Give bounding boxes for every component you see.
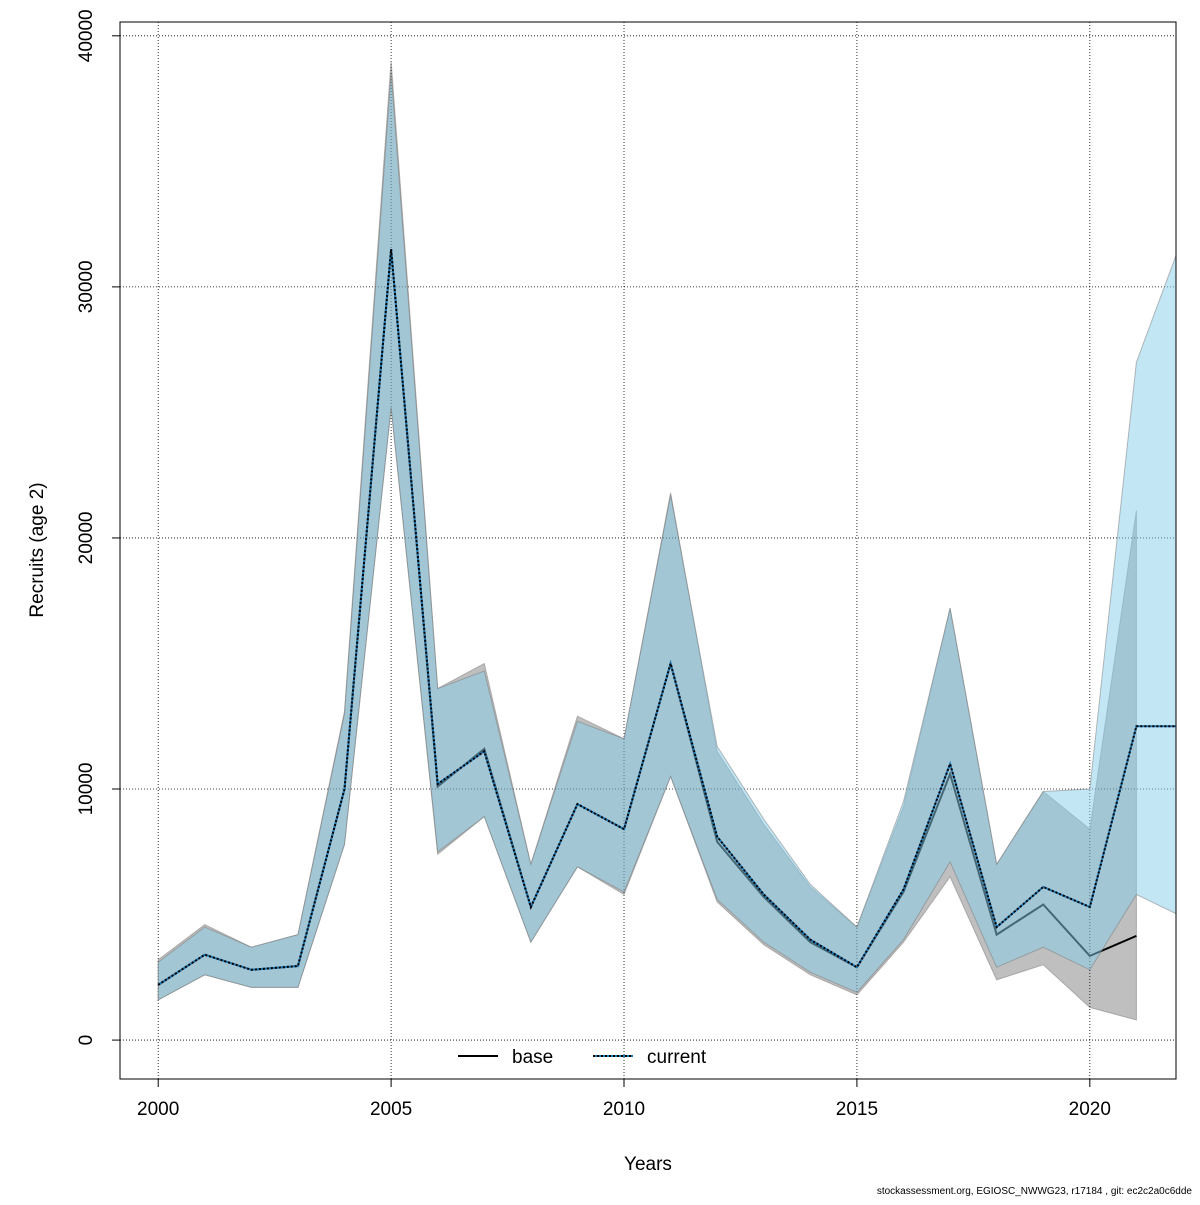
x-tick-label: 2020: [1069, 1099, 1111, 1120]
series-line-current: [157, 249, 1176, 986]
y-tick-label: 10000: [76, 763, 97, 816]
x-axis-label: Years: [624, 1154, 672, 1175]
plot-frame: [119, 21, 1177, 1080]
series-marks: [157, 60, 1176, 1021]
axes: 2000 2005 2010 2015 2020 0 10000 20000 30000 4000…: [76, 9, 1111, 1120]
y-tick-label: 20000: [76, 512, 97, 565]
confidence-band-current: [157, 73, 1176, 1001]
x-tick-label: 2015: [836, 1099, 878, 1120]
y-tick-label: 30000: [76, 260, 97, 313]
y-tick-label: 0: [76, 1035, 97, 1046]
y-tick-label: 40000: [76, 9, 97, 62]
x-tick-label: 2000: [137, 1099, 179, 1120]
legend: base current: [458, 1047, 707, 1068]
x-tick-label: 2010: [603, 1099, 645, 1120]
y-axis-label: Recruits (age 2): [27, 482, 48, 617]
x-tick-label: 2005: [370, 1099, 412, 1120]
footer-credit: stockassessment.org, EGIOSC_NWWG23, r171…: [876, 1186, 1192, 1197]
legend-label-current: current: [647, 1047, 707, 1068]
legend-label-base: base: [512, 1047, 553, 1068]
